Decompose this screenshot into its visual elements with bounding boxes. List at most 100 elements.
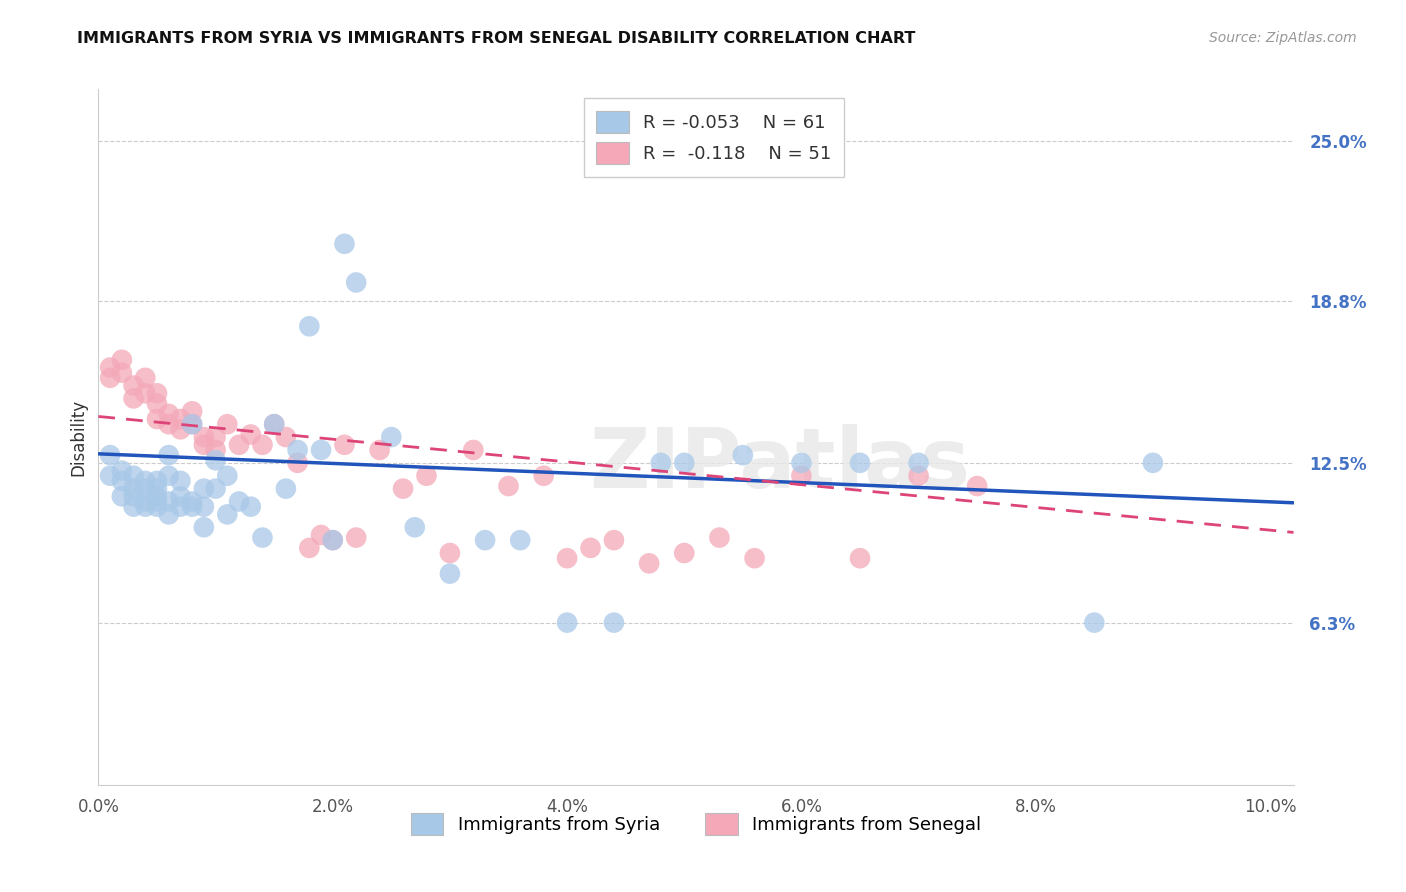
Point <box>111 489 134 503</box>
Point <box>1083 615 1105 630</box>
Point <box>169 422 191 436</box>
Point <box>193 430 215 444</box>
Point <box>439 566 461 581</box>
Point <box>555 615 578 630</box>
Point <box>157 417 180 432</box>
Point <box>134 371 156 385</box>
Point <box>228 494 250 508</box>
Point <box>673 546 696 560</box>
Point <box>404 520 426 534</box>
Point <box>146 386 169 401</box>
Point <box>98 360 121 375</box>
Point <box>298 541 321 555</box>
Point <box>907 468 929 483</box>
Text: ZIPatlas: ZIPatlas <box>589 425 970 506</box>
Point <box>498 479 520 493</box>
Point <box>181 500 204 514</box>
Point <box>287 456 309 470</box>
Point <box>533 468 555 483</box>
Point <box>217 468 239 483</box>
Point <box>146 474 169 488</box>
Point <box>287 442 309 457</box>
Text: Source: ZipAtlas.com: Source: ZipAtlas.com <box>1209 31 1357 45</box>
Point <box>193 438 215 452</box>
Point <box>380 430 402 444</box>
Point <box>98 448 121 462</box>
Point <box>146 500 169 514</box>
Point <box>274 430 297 444</box>
Point <box>193 482 215 496</box>
Point <box>849 551 872 566</box>
Point <box>146 494 169 508</box>
Point <box>650 456 672 470</box>
Point <box>111 464 134 478</box>
Point <box>322 533 344 548</box>
Point <box>463 442 485 457</box>
Point <box>603 533 626 548</box>
Point <box>181 417 204 432</box>
Point <box>252 438 274 452</box>
Point <box>111 352 134 367</box>
Point <box>474 533 496 548</box>
Point <box>555 551 578 566</box>
Point <box>263 417 285 432</box>
Point <box>181 404 204 418</box>
Text: IMMIGRANTS FROM SYRIA VS IMMIGRANTS FROM SENEGAL DISABILITY CORRELATION CHART: IMMIGRANTS FROM SYRIA VS IMMIGRANTS FROM… <box>77 31 915 46</box>
Point <box>217 508 239 522</box>
Point <box>344 531 367 545</box>
Point <box>579 541 602 555</box>
Point <box>368 442 391 457</box>
Point <box>263 417 285 432</box>
Point <box>966 479 988 493</box>
Point <box>111 474 134 488</box>
Point <box>309 528 332 542</box>
Point <box>122 378 145 392</box>
Point <box>122 482 145 496</box>
Point <box>204 453 226 467</box>
Point <box>169 474 191 488</box>
Point <box>98 371 121 385</box>
Point <box>439 546 461 560</box>
Point <box>239 500 262 514</box>
Point <box>134 500 156 514</box>
Point <box>638 557 661 571</box>
Point <box>790 456 813 470</box>
Legend: Immigrants from Syria, Immigrants from Senegal: Immigrants from Syria, Immigrants from S… <box>404 805 988 842</box>
Point <box>181 417 204 432</box>
Point <box>111 366 134 380</box>
Point <box>122 489 145 503</box>
Point <box>790 468 813 483</box>
Point <box>509 533 531 548</box>
Point <box>344 276 367 290</box>
Point <box>146 482 169 496</box>
Point <box>298 319 321 334</box>
Point <box>146 396 169 410</box>
Point <box>1142 456 1164 470</box>
Point <box>217 417 239 432</box>
Point <box>134 482 156 496</box>
Point <box>849 456 872 470</box>
Point <box>252 531 274 545</box>
Point <box>907 456 929 470</box>
Point <box>122 468 145 483</box>
Point <box>709 531 731 545</box>
Point <box>146 412 169 426</box>
Point <box>322 533 344 548</box>
Point <box>122 392 145 406</box>
Point <box>134 494 156 508</box>
Point <box>157 468 180 483</box>
Point <box>204 430 226 444</box>
Point <box>134 386 156 401</box>
Point <box>603 615 626 630</box>
Point <box>239 427 262 442</box>
Point <box>415 468 437 483</box>
Point <box>193 520 215 534</box>
Y-axis label: Disability: Disability <box>69 399 87 475</box>
Point <box>181 494 204 508</box>
Point <box>744 551 766 566</box>
Point <box>157 494 180 508</box>
Point <box>193 500 215 514</box>
Point <box>392 482 415 496</box>
Point <box>333 236 356 251</box>
Point <box>731 448 754 462</box>
